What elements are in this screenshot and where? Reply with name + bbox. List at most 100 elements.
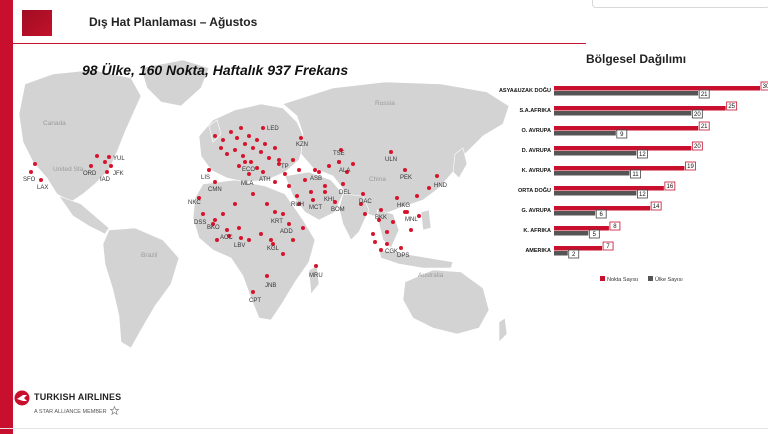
value-box-nokta xyxy=(664,181,676,191)
region-label-australia: Australia xyxy=(418,272,444,279)
city-label-iad: IAD xyxy=(100,177,111,183)
city-dot-hkg xyxy=(395,196,399,200)
regional-chart-title: Bölgesel Dağılımı xyxy=(586,52,687,66)
australia-shape xyxy=(402,269,490,335)
destination-dot xyxy=(291,238,295,242)
indonesia-shape xyxy=(378,249,454,269)
city-label-bom: BOM xyxy=(331,207,345,213)
city-label-mla: MLA xyxy=(241,181,253,187)
city-label-mct: MCT xyxy=(309,205,322,211)
bar-nokta xyxy=(554,246,603,251)
legend-label-ulke: Ülke Sayısı xyxy=(655,276,683,283)
destination-dot xyxy=(251,192,255,196)
city-dot-ath xyxy=(261,170,265,174)
city-label-lax: LAX xyxy=(37,185,48,191)
value-box-nokta xyxy=(691,141,703,151)
city-dot-krt xyxy=(273,210,277,214)
bar-nokta xyxy=(554,126,699,131)
turkish-airlines-logo-icon xyxy=(14,390,30,406)
central-america-shape xyxy=(58,195,110,235)
category-label: K. AVRUPA xyxy=(522,168,551,174)
destination-dot xyxy=(277,162,281,166)
destination-dot xyxy=(227,234,231,238)
city-dot-jnb xyxy=(265,274,269,278)
value-box-ulke xyxy=(616,129,628,139)
madagascar-shape xyxy=(308,265,320,295)
value-label-ulke: 2 xyxy=(572,252,576,258)
city-dot-dss xyxy=(201,212,205,216)
destination-dot xyxy=(303,178,307,182)
city-label-sfo: SFO xyxy=(23,177,36,183)
city-label-dps: DPS xyxy=(397,253,409,259)
category-label: K. AFRIKA xyxy=(523,228,551,234)
greenland-shape xyxy=(140,59,210,107)
city-label-khi: KHI xyxy=(324,197,334,203)
bar-ulke xyxy=(554,151,637,156)
value-box-nokta xyxy=(602,241,614,251)
new-zealand-shape xyxy=(498,317,508,343)
value-box-ulke xyxy=(630,169,641,179)
value-box-nokta xyxy=(698,121,710,131)
value-box-ulke xyxy=(636,149,648,159)
region-label-russia: Russia xyxy=(375,100,395,107)
city-label-krt: KRT xyxy=(271,219,283,225)
destination-dot xyxy=(417,214,421,218)
city-dot-asb xyxy=(313,168,317,172)
bar-nokta xyxy=(554,86,760,91)
value-label-ulke: 12 xyxy=(639,192,646,198)
brand-tagline-text: A STAR ALLIANCE MEMBER xyxy=(34,409,107,415)
city-dot-led xyxy=(261,126,265,130)
city-label-tp: TP xyxy=(281,164,289,170)
region-label-brazil: Brazil xyxy=(141,252,158,259)
destination-dot xyxy=(267,156,271,160)
city-dot-yul xyxy=(107,155,111,159)
city-label-mnl: MNL xyxy=(405,217,418,223)
city-dot-iad xyxy=(105,170,109,174)
value-box-ulke xyxy=(595,209,607,219)
city-dot-uln xyxy=(389,150,393,154)
city-label-kgl: KGL xyxy=(267,246,280,252)
city-dot-nkc xyxy=(197,196,201,200)
destination-dot xyxy=(273,180,277,184)
destination-dot xyxy=(351,162,355,166)
city-dot-del xyxy=(341,182,345,186)
value-box-nokta xyxy=(650,201,662,211)
city-label-acc: ACC xyxy=(220,235,233,241)
destination-dot xyxy=(283,172,287,176)
value-label-ulke: 20 xyxy=(694,112,701,118)
city-dot-eco xyxy=(243,160,247,164)
destination-dot xyxy=(215,238,219,242)
city-label-cgk: CGK xyxy=(385,249,398,255)
destination-dot xyxy=(233,202,237,206)
destination-dot xyxy=(221,212,225,216)
destination-dot xyxy=(359,202,363,206)
destination-dot xyxy=(259,150,263,154)
south-america-shape xyxy=(102,227,180,349)
category-label: G. AVRUPA xyxy=(521,208,551,214)
value-box-ulke xyxy=(568,249,580,259)
destination-dot xyxy=(427,186,431,190)
city-dot-add xyxy=(287,222,291,226)
value-label-nokta: 19 xyxy=(687,164,694,170)
value-label-ulke: 5 xyxy=(593,232,597,238)
bar-ulke xyxy=(554,211,596,216)
destination-dot xyxy=(297,168,301,172)
labeled-cities: YUL ORD JFK IAD SFO LAX LED KZN TSE ULN … xyxy=(23,126,448,304)
region-label-canada: Canada xyxy=(43,120,66,127)
destination-dot xyxy=(251,146,255,150)
bar-nokta xyxy=(554,206,651,211)
left-accent-bar xyxy=(0,0,13,434)
city-dot-ruh xyxy=(295,194,299,198)
header-logo-block xyxy=(22,10,78,36)
destination-dot xyxy=(255,138,259,142)
destination-dot xyxy=(363,212,367,216)
value-label-nokta: 14 xyxy=(653,204,660,210)
city-dot-tse xyxy=(339,148,343,152)
city-label-jnb: JNB xyxy=(265,283,276,289)
city-label-hnd: HND xyxy=(434,183,448,189)
city-dot-mru xyxy=(314,264,318,268)
destination-dot xyxy=(229,130,233,134)
value-label-ulke: 6 xyxy=(600,212,604,218)
category-label: AMERIKA xyxy=(525,248,551,254)
